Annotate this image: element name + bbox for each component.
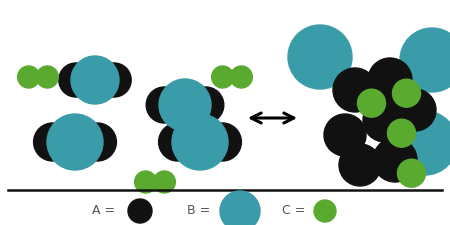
- Circle shape: [387, 119, 415, 147]
- Circle shape: [34, 123, 72, 161]
- Circle shape: [153, 171, 176, 193]
- Circle shape: [230, 66, 252, 88]
- Circle shape: [393, 111, 450, 175]
- Circle shape: [373, 138, 417, 182]
- Circle shape: [368, 58, 412, 102]
- Circle shape: [392, 79, 420, 107]
- Circle shape: [128, 199, 152, 223]
- Circle shape: [357, 89, 386, 117]
- Circle shape: [71, 56, 119, 104]
- Circle shape: [97, 63, 131, 97]
- Circle shape: [172, 114, 228, 170]
- Circle shape: [135, 171, 157, 193]
- Circle shape: [78, 123, 117, 161]
- Circle shape: [158, 123, 197, 161]
- Text: B =: B =: [187, 205, 210, 218]
- Circle shape: [146, 87, 182, 123]
- Circle shape: [220, 191, 260, 225]
- Circle shape: [212, 66, 234, 88]
- Circle shape: [324, 114, 366, 156]
- Circle shape: [394, 89, 436, 131]
- Circle shape: [18, 66, 40, 88]
- Circle shape: [203, 123, 241, 161]
- Circle shape: [339, 144, 381, 186]
- Circle shape: [333, 68, 377, 112]
- Circle shape: [314, 200, 336, 222]
- Circle shape: [397, 159, 426, 187]
- Circle shape: [188, 87, 224, 123]
- Circle shape: [59, 63, 93, 97]
- Circle shape: [400, 28, 450, 92]
- Circle shape: [36, 66, 58, 88]
- Text: C =: C =: [282, 205, 305, 218]
- Circle shape: [363, 98, 407, 142]
- Circle shape: [47, 114, 103, 170]
- Text: A =: A =: [92, 205, 115, 218]
- Circle shape: [288, 25, 352, 89]
- Circle shape: [159, 79, 211, 131]
